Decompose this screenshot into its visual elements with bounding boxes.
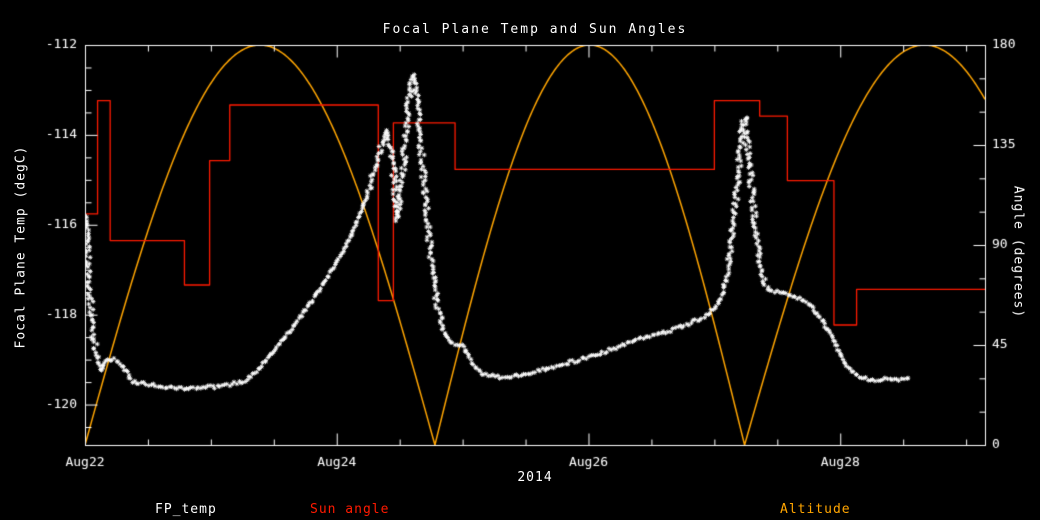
x-axis-label: 2014 <box>517 470 553 485</box>
chart-title: Focal Plane Temp and Sun Angles <box>382 22 688 37</box>
legend-item-altitude: Altitude <box>780 502 851 517</box>
y-axis-label-right: Angle (degrees) <box>1010 185 1026 319</box>
legend-item-sun-angle: Sun angle <box>310 502 390 517</box>
legend-item-fp-temp: FP_temp <box>155 502 217 517</box>
y-axis-label-left: Focal Plane Temp (degC) <box>13 145 29 349</box>
